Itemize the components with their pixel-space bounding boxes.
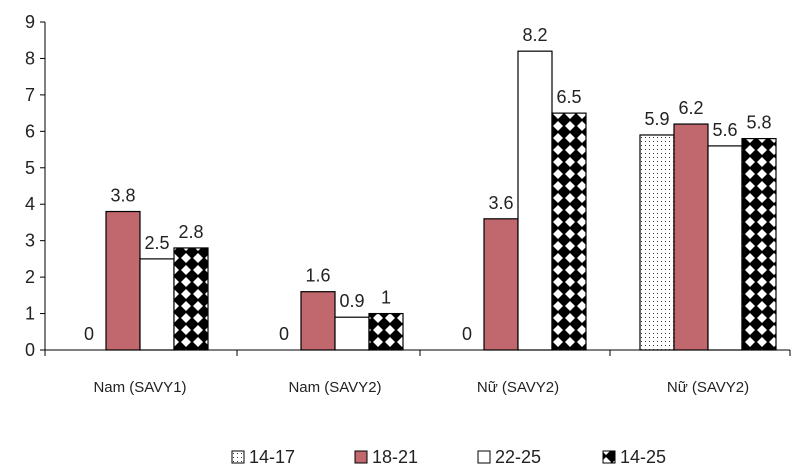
bar-14-25-1	[368, 312, 404, 351]
x-category-label: Nữ (SAVY2)	[477, 379, 559, 396]
data-label: 5.9	[644, 109, 669, 129]
legend-label: 22-25	[495, 447, 541, 467]
y-axis: 0 1 2 3 4 5 6 7 8 9	[25, 12, 46, 360]
bar-18-21-3	[673, 123, 709, 351]
bar-14-17-3	[639, 134, 675, 351]
legend-item: 18-21	[354, 447, 418, 467]
bar-22-25-1	[334, 316, 370, 351]
legend-item: 14-25	[602, 447, 666, 467]
data-label: 1	[381, 288, 391, 308]
data-label: 2.8	[178, 222, 203, 242]
data-label: 3.6	[488, 193, 513, 213]
data-label: 6.2	[678, 98, 703, 118]
bar-22-25-0	[139, 258, 175, 351]
y-tick-label: 1	[25, 304, 35, 324]
legend-label: 14-17	[249, 447, 295, 467]
data-label: 5.6	[712, 120, 737, 140]
legend-item: 22-25	[477, 447, 541, 467]
data-label: 0	[279, 324, 289, 344]
legend-swatch	[231, 450, 245, 464]
y-tick-label: 6	[25, 121, 35, 141]
y-tick-label: 4	[25, 194, 35, 214]
bar-18-21-2	[483, 218, 519, 351]
bar-22-25-3	[707, 145, 743, 351]
data-labels: 0 0 0 5.9 3.8 1.6 3.6 6.2 2.5 0.9 8.2 5.6 2.8 1 6.5 5.8	[84, 25, 772, 344]
x-category-label: Nam (SAVY1)	[93, 379, 186, 396]
y-tick-label: 5	[25, 158, 35, 178]
bar-14-25-0	[173, 247, 209, 351]
data-label: 3.8	[110, 186, 135, 206]
x-axis: Nam (SAVY1) Nam (SAVY2) Nữ (SAVY2) Nữ (SAVY…	[44, 349, 791, 396]
legend: 14-17 18-21 22-25 14-25	[231, 447, 666, 467]
data-label: 0	[462, 324, 472, 344]
data-label: 8.2	[522, 25, 547, 45]
x-category-label: Nam (SAVY2)	[288, 379, 381, 396]
bar-18-21-0	[105, 210, 141, 351]
y-tick-label: 0	[25, 340, 35, 360]
data-label: 6.5	[556, 87, 581, 107]
data-label: 0	[84, 324, 94, 344]
bars	[105, 50, 777, 351]
y-tick-label: 8	[25, 48, 35, 68]
y-tick-label: 7	[25, 85, 35, 105]
data-label: 1.6	[305, 266, 330, 286]
bar-14-25-3	[741, 138, 777, 351]
y-tick-label: 9	[25, 12, 35, 32]
data-label: 0.9	[339, 291, 364, 311]
data-label: 2.5	[144, 233, 169, 253]
y-tick-label: 3	[25, 231, 35, 251]
bar-22-25-2	[517, 50, 553, 351]
legend-item: 14-17	[231, 447, 295, 467]
legend-swatch	[354, 450, 368, 464]
legend-swatch	[602, 450, 616, 464]
legend-label: 18-21	[372, 447, 418, 467]
x-category-label: Nữ (SAVY2)	[667, 379, 749, 396]
legend-swatch	[477, 450, 491, 464]
legend-label: 14-25	[620, 447, 666, 467]
y-tick-label: 2	[25, 267, 35, 287]
data-label: 5.8	[746, 113, 771, 133]
bar-14-25-2	[551, 112, 587, 351]
bar-18-21-1	[300, 291, 336, 351]
